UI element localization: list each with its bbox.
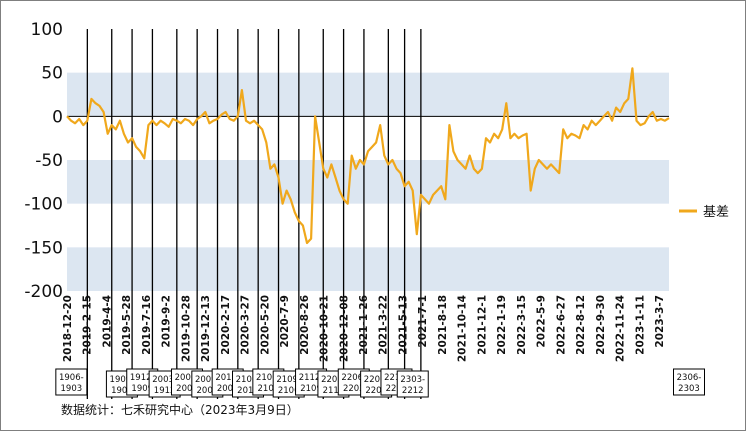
- y-tick-label: -50: [35, 151, 63, 171]
- contract-period-label: 2006-: [175, 373, 200, 383]
- contract-period-frame: [673, 368, 705, 396]
- contract-period-frame: [396, 370, 429, 398]
- shaded-band: [67, 247, 669, 291]
- y-tick-label: 50: [41, 64, 63, 84]
- x-tick-label: 2022-11-24: [615, 295, 627, 362]
- source-note: 数据统计：七禾研究中心（2023年3月9日）: [61, 402, 299, 417]
- x-tick-label: 2021-5-13: [398, 295, 410, 355]
- contract-period-label: 2206-: [341, 373, 366, 383]
- x-tick-label: 2021-7-1: [417, 295, 429, 348]
- contract-period-label: 1912-: [130, 373, 155, 383]
- y-tick-label: -200: [24, 282, 63, 302]
- y-tick-label: -150: [24, 238, 63, 258]
- contract-period-label: 2303-: [400, 375, 425, 385]
- x-tick-label: 2021-3-22: [378, 295, 390, 355]
- contract-period-label: 1909-: [110, 375, 135, 385]
- contract-period-label: 2009: [217, 384, 239, 394]
- contract-period-label: 2106: [278, 386, 300, 396]
- x-tick-label: 2020-5-20: [259, 295, 271, 355]
- contract-period-label: 1909: [131, 384, 153, 394]
- contract-period-label: 2112: [323, 386, 345, 396]
- x-tick-label: 2020-2-17: [220, 295, 232, 355]
- contract-period-label: 2003: [176, 384, 198, 394]
- contract-period-label: 2103-: [236, 375, 261, 385]
- contract-period-label: 2106-: [256, 373, 281, 383]
- legend-label: 基差: [703, 205, 729, 220]
- contract-period-label: 1906-: [59, 373, 84, 383]
- x-tick-label: 2021-8-18: [437, 295, 449, 355]
- contract-period-label: 2006: [197, 386, 219, 396]
- contract-period-label: 2303: [678, 384, 700, 394]
- contract-period-label: 2109-: [276, 375, 301, 385]
- x-tick-label: 2021-1-26: [358, 295, 370, 355]
- x-tick-label: 2020-7-9: [279, 295, 291, 348]
- contract-period-box: 2306-2303: [673, 368, 705, 396]
- x-tick-label: 2022-3-15: [516, 295, 528, 355]
- x-tick-label: 2021-10-14: [457, 295, 469, 362]
- x-tick-label: 2020-3-27: [240, 295, 252, 355]
- x-axis-labels: 2018-12-20 2019-2-15 2019-4-4 2019-5-28 2019…: [62, 295, 666, 362]
- contract-period-label: 2206: [365, 386, 387, 396]
- legend: 基差: [679, 205, 729, 220]
- contract-switch-lines: [86, 29, 422, 399]
- x-tick-label: 2023-3-7: [654, 295, 666, 348]
- contract-period-label: 1906: [111, 386, 133, 396]
- x-tick-label: 2022-9-30: [595, 295, 607, 355]
- y-tick-label: -100: [24, 195, 63, 215]
- x-tick-label: 2018-12-20: [62, 295, 74, 362]
- contract-period-label: 2003-: [152, 375, 177, 385]
- y-tick-label: 0: [52, 107, 63, 127]
- contract-period-label: 2012: [237, 386, 259, 396]
- contract-period-label: 2212-: [384, 373, 409, 383]
- series-line-basis: [66, 67, 670, 245]
- shaded-band: [67, 160, 669, 204]
- x-tick-label: 2022-5-9: [536, 295, 548, 348]
- x-tick-label: 2019-9-2: [161, 295, 173, 348]
- contract-period-label: 2103: [258, 384, 280, 394]
- x-tick-label: 2021-12-1: [476, 295, 488, 355]
- contract-period-box: 1906-1903: [55, 368, 88, 396]
- y-tick-label: 100: [31, 20, 63, 40]
- contract-period-label: 2203-: [321, 375, 346, 385]
- contract-period-label: 2012-: [215, 373, 240, 383]
- x-tick-label: 2020-12-08: [338, 295, 350, 362]
- contract-period-label: 2209-: [364, 375, 389, 385]
- x-tick-label: 2019-12-13: [200, 295, 212, 362]
- contract-period-label: 1912: [154, 386, 176, 396]
- x-tick-label: 2020-10-21: [319, 295, 331, 362]
- contract-period-label: 2212: [402, 386, 424, 396]
- contract-period-frame: [55, 368, 88, 396]
- contract-period-label: 2203: [343, 384, 365, 394]
- series-layer: [66, 67, 670, 245]
- contract-period-label: 2009-: [195, 375, 220, 385]
- y-axis-labels: 100 50 0 -50 -100 -150 -200: [24, 20, 63, 302]
- x-tick-label: 2020-8-26: [299, 295, 311, 355]
- x-tick-label: 2019-7-16: [141, 295, 153, 355]
- contract-period-label: 2209: [386, 384, 408, 394]
- x-tick-label: 2022-8-12: [575, 295, 587, 355]
- x-tick-label: 2023-1-11: [634, 295, 646, 355]
- x-tick-label: 2022-1-19: [496, 295, 508, 355]
- contract-period-label: 1903: [61, 384, 83, 394]
- contract-period-label: 2306-: [677, 373, 702, 383]
- x-tick-label: 2019-10-28: [180, 295, 192, 362]
- x-tick-label: 2019-2-15: [82, 295, 94, 355]
- shaded-band: [67, 72, 669, 117]
- contract-period-box: 2303-2212: [396, 370, 429, 398]
- shaded-bands: [67, 72, 669, 291]
- x-tick-label: 2022-6-27: [555, 295, 567, 355]
- x-tick-label: 2019-4-4: [102, 295, 114, 348]
- contract-period-label: 2109: [300, 384, 322, 394]
- x-tick-label: 2019-5-28: [121, 295, 133, 355]
- contract-period-label: 2112-: [299, 373, 324, 383]
